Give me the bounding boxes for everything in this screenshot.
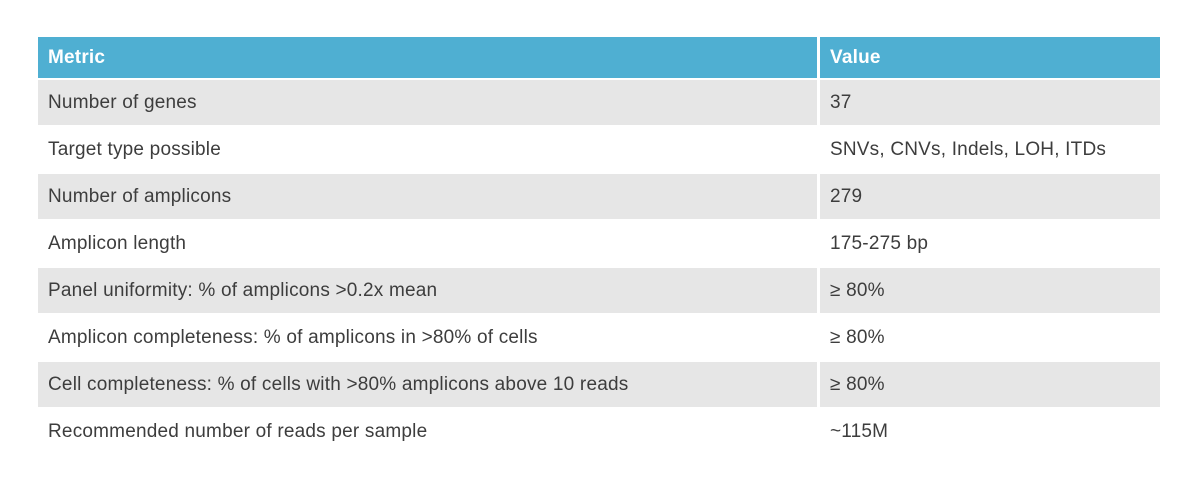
value-cell: ~115M	[820, 409, 1160, 454]
value-cell: 37	[820, 80, 1160, 125]
value-cell: 279	[820, 174, 1160, 219]
metric-cell: Panel uniformity: % of amplicons >0.2x m…	[38, 268, 817, 313]
metric-cell: Number of amplicons	[38, 174, 817, 219]
metric-cell: Number of genes	[38, 80, 817, 125]
table-row: Panel uniformity: % of amplicons >0.2x m…	[38, 268, 1160, 313]
metrics-table: Metric Value Number of genes 37 Target typ…	[38, 37, 1160, 456]
column-header-value: Value	[820, 37, 1160, 78]
value-cell: ≥ 80%	[820, 268, 1160, 313]
value-cell: ≥ 80%	[820, 362, 1160, 407]
table-row: Recommended number of reads per sample ~1…	[38, 409, 1160, 454]
value-cell: ≥ 80%	[820, 315, 1160, 360]
table-row: Cell completeness: % of cells with >80% …	[38, 362, 1160, 407]
table-row: Target type possible SNVs, CNVs, Indels, …	[38, 127, 1160, 172]
metric-cell: Cell completeness: % of cells with >80% …	[38, 362, 817, 407]
metric-cell: Amplicon length	[38, 221, 817, 266]
table-row: Amplicon length 175-275 bp	[38, 221, 1160, 266]
metric-cell: Recommended number of reads per sample	[38, 409, 817, 454]
metric-cell: Amplicon completeness: % of amplicons in…	[38, 315, 817, 360]
column-header-metric: Metric	[38, 37, 817, 78]
value-cell: SNVs, CNVs, Indels, LOH, ITDs	[820, 127, 1160, 172]
value-cell: 175-275 bp	[820, 221, 1160, 266]
table-header-row: Metric Value	[38, 37, 1160, 78]
table-row: Amplicon completeness: % of amplicons in…	[38, 315, 1160, 360]
table-row: Number of genes 37	[38, 80, 1160, 125]
metric-cell: Target type possible	[38, 127, 817, 172]
table-row: Number of amplicons 279	[38, 174, 1160, 219]
